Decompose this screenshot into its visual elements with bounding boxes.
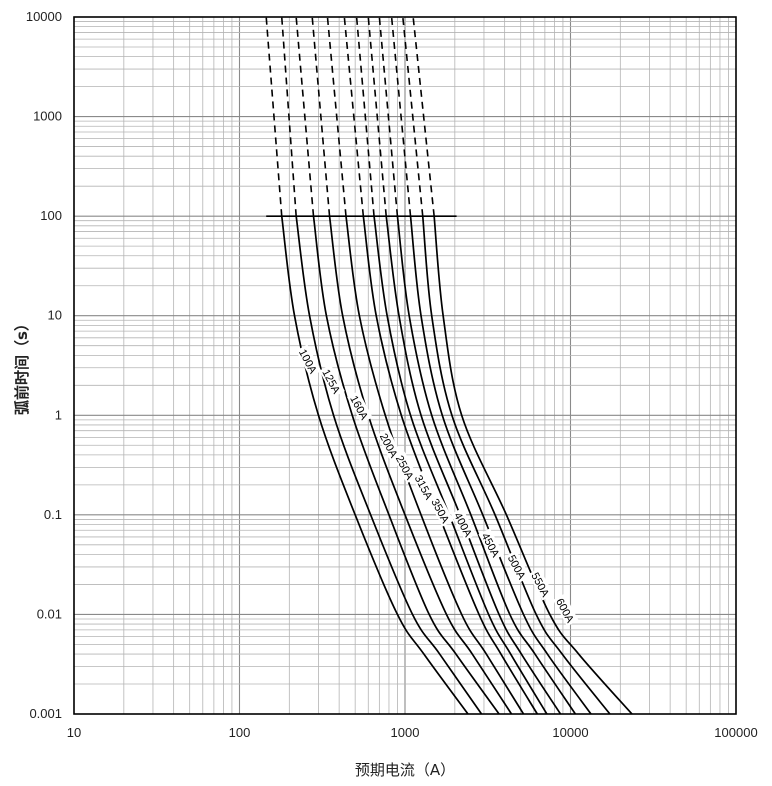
y-tick-label: 1 [55, 407, 62, 422]
curve-label-350a: 350A [428, 494, 454, 527]
curve-450a-dashed [378, 16, 399, 217]
curve-350a-dashed [355, 16, 375, 217]
curve-label-bg [478, 528, 505, 561]
curve-label-bg [376, 428, 403, 462]
x-axis-title: 预期电流（A） [355, 761, 455, 779]
plot-frame [73, 16, 737, 715]
curve-550a-dashed [402, 16, 424, 217]
curve-550a [421, 216, 611, 715]
x-tick-label: 1000 [391, 725, 420, 740]
curve-label-bg [295, 344, 322, 378]
curves [265, 16, 633, 715]
curve-label-600a: 600A [552, 593, 579, 627]
curve-label-bg [319, 364, 345, 398]
curve-250a [345, 216, 525, 715]
x-tick-label: 10000 [552, 725, 588, 740]
x-tick-label: 10 [67, 725, 81, 740]
y-tick-labels: 0.001 0.01 0.1 1 10 100 1000 10000 [26, 9, 62, 721]
y-tick-label: 10000 [26, 9, 62, 24]
x-tick-labels: 10 100 1000 10000 100000 [67, 725, 758, 740]
y-tick-label: 0.01 [37, 606, 62, 621]
curve-600a [433, 216, 633, 715]
y-tick-label: 0.1 [44, 507, 62, 522]
curve-100a [280, 216, 469, 715]
y-tick-label: 0.001 [29, 706, 62, 721]
curve-350a [373, 216, 548, 715]
curve-500a-dashed [390, 16, 412, 217]
grid [73, 17, 736, 715]
curve-400a-dashed [367, 16, 388, 217]
curve-160a [312, 216, 500, 715]
curve-label-bg [504, 550, 531, 583]
curve-label-bg [450, 507, 477, 541]
curve-label-bg [347, 390, 373, 424]
curve-315a-dashed [343, 16, 365, 217]
curve-500a [409, 216, 592, 715]
curve-label-bg [411, 470, 438, 504]
curve-label-bg [552, 593, 579, 627]
curve-100a-dashed [265, 16, 283, 217]
curve-label-bg [392, 450, 419, 484]
curve-200a-dashed [311, 16, 331, 217]
y-tick-label: 1000 [33, 109, 62, 124]
y-tick-label: 10 [48, 308, 62, 323]
x-tick-label: 100 [229, 725, 251, 740]
curve-600a-dashed [412, 16, 435, 217]
y-axis-title: 弧前时间（s） [13, 316, 31, 415]
curve-125a-dashed [280, 16, 297, 217]
curve-label-100a: 100A [295, 344, 322, 378]
curve-160a-dashed [295, 16, 315, 217]
curve-250a-dashed [326, 16, 347, 217]
y-tick-label: 100 [40, 208, 62, 223]
curve-label-bg [528, 567, 554, 601]
curve-label-125a: 125A [319, 364, 345, 398]
curve-200a [328, 216, 513, 715]
curve-125a [295, 216, 483, 715]
curve-400a [385, 216, 562, 715]
curve-450a [396, 216, 577, 715]
x-tick-label: 100000 [714, 725, 757, 740]
curve-label-bg [428, 494, 454, 527]
